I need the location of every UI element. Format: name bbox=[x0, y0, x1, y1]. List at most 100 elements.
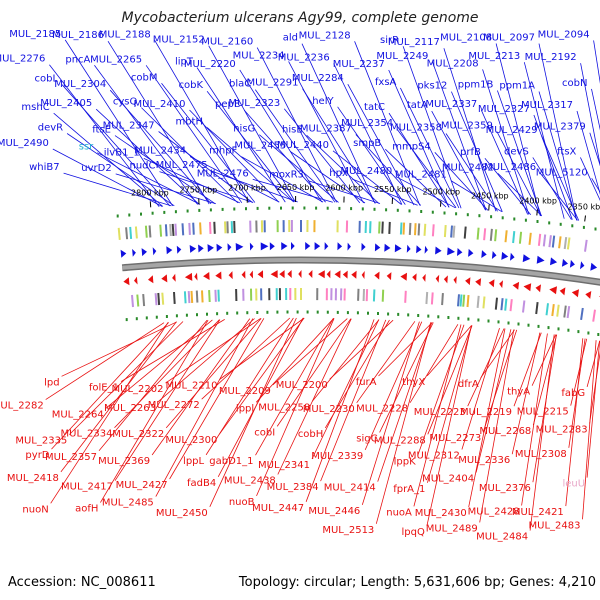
outer-marker bbox=[268, 206, 271, 210]
forward-feature-bar bbox=[563, 236, 568, 250]
scale-tick bbox=[488, 204, 490, 211]
outer-marker bbox=[431, 210, 434, 214]
inner-marker bbox=[577, 330, 580, 334]
forward-gene-arrow bbox=[447, 247, 455, 256]
inner-marker bbox=[125, 318, 128, 322]
outer-marker bbox=[280, 206, 282, 210]
reverse-feature-bar bbox=[482, 296, 486, 309]
inner-marker bbox=[507, 321, 510, 325]
forward-leader-line bbox=[206, 127, 294, 203]
reverse-feature-bar bbox=[430, 292, 434, 305]
scale-tick bbox=[584, 215, 586, 222]
inner-marker bbox=[437, 315, 440, 319]
inner-marker bbox=[417, 314, 420, 317]
outer-marker bbox=[466, 213, 469, 217]
reverse-leader-line bbox=[468, 328, 506, 507]
inner-marker bbox=[547, 326, 550, 330]
forward-gene-arrow bbox=[314, 242, 321, 251]
reverse-gene-label: MUL_2219 bbox=[460, 407, 512, 418]
reverse-gene-label: MUL_2418 bbox=[7, 473, 59, 484]
forward-feature-bar bbox=[494, 229, 498, 242]
reverse-gene-arrow bbox=[453, 276, 457, 284]
forward-leader-line bbox=[482, 69, 530, 215]
forward-gene-arrow bbox=[305, 242, 311, 250]
forward-feature-bar bbox=[489, 228, 493, 241]
reverse-leader-line bbox=[467, 328, 505, 407]
reverse-leader-line bbox=[356, 321, 416, 404]
forward-gene-label: whiB7 bbox=[29, 162, 60, 173]
reverse-leader-line bbox=[521, 333, 548, 506]
accession-text: Accession: NC_008611 bbox=[8, 575, 156, 590]
forward-gene-arrow bbox=[347, 242, 351, 251]
inner-marker bbox=[497, 320, 500, 324]
forward-leader-line bbox=[539, 172, 578, 221]
outer-marker bbox=[116, 214, 119, 218]
forward-leader-line bbox=[301, 43, 376, 204]
reverse-leader-line bbox=[379, 322, 434, 433]
outer-marker bbox=[490, 215, 493, 219]
reverse-gene-label: MUL_2273 bbox=[429, 433, 481, 444]
outer-marker bbox=[571, 224, 574, 228]
forward-leader-line bbox=[593, 40, 600, 84]
reverse-gene-label: MUL_2438 bbox=[224, 476, 276, 487]
scale-tick-label: 2450 kbp bbox=[471, 192, 509, 201]
forward-gene-label: MUL_2236 bbox=[278, 53, 330, 64]
forward-feature-bar bbox=[558, 236, 562, 249]
reverse-gene-label: MUL_2427 bbox=[116, 480, 168, 491]
reverse-gene-label: MUL_2258 bbox=[258, 402, 310, 413]
reverse-leader-line bbox=[329, 319, 394, 380]
forward-gene-label: prfB bbox=[460, 147, 481, 158]
forward-gene-arrow bbox=[361, 242, 366, 251]
reverse-gene-arrow bbox=[148, 275, 154, 284]
forward-gene-arrow bbox=[384, 243, 391, 252]
reverse-leader-line bbox=[45, 322, 165, 400]
reverse-feature-bar bbox=[161, 292, 165, 305]
reverse-gene-arrow bbox=[215, 271, 222, 280]
reverse-leader-line bbox=[361, 321, 420, 506]
outer-marker bbox=[350, 207, 353, 211]
outer-marker bbox=[326, 206, 329, 210]
forward-gene-label: MUL_2237 bbox=[333, 59, 385, 70]
reverse-leader-line bbox=[255, 318, 335, 403]
reverse-gene-label: MUL_2417 bbox=[61, 482, 113, 493]
reverse-leader-line bbox=[427, 325, 473, 483]
forward-feature-bar bbox=[402, 222, 406, 235]
reverse-gene-arrow bbox=[523, 283, 532, 292]
forward-gene-label: MUL_2276 bbox=[0, 54, 45, 65]
forward-gene-arrow bbox=[394, 244, 402, 253]
forward-feature-bar bbox=[443, 225, 447, 238]
forward-gene-arrow bbox=[207, 244, 214, 253]
genome-backbone bbox=[122, 258, 600, 285]
outer-marker bbox=[455, 212, 458, 216]
reverse-gene-label: cobH bbox=[298, 429, 323, 440]
reverse-leader-line bbox=[311, 319, 380, 460]
forward-leader-line bbox=[288, 61, 364, 204]
reverse-leader-line bbox=[565, 338, 584, 507]
reverse-gene-label: MUL_2322 bbox=[112, 429, 164, 440]
forward-feature-bar bbox=[171, 223, 175, 236]
forward-gene-label: MUL_2490 bbox=[0, 138, 49, 149]
forward-gene-arrow bbox=[536, 255, 545, 264]
forward-gene-label: MUL_2186 bbox=[52, 30, 104, 41]
reverse-gene-label: MUL_2230 bbox=[303, 404, 355, 415]
forward-feature-bar bbox=[551, 235, 556, 248]
forward-gene-label: MUL_2323 bbox=[228, 98, 280, 109]
reverse-gene-label: lppl bbox=[236, 403, 254, 414]
forward-gene-label: MUL_2291 bbox=[247, 78, 299, 89]
forward-leader-line bbox=[445, 133, 498, 212]
reverse-gene-label: pyrD bbox=[25, 450, 49, 461]
forward-feature-bar bbox=[512, 230, 516, 244]
reverse-gene-label: thyA bbox=[507, 387, 530, 398]
forward-feature-bar bbox=[584, 239, 588, 252]
inner-marker bbox=[517, 322, 520, 326]
inner-marker bbox=[397, 312, 400, 316]
reverse-gene-label: MUL_2384 bbox=[267, 482, 319, 493]
forward-leader-line bbox=[450, 180, 503, 213]
forward-gene-label: MUL_2347 bbox=[103, 121, 155, 132]
reverse-gene-label: MUL_2369 bbox=[98, 456, 150, 467]
inner-marker bbox=[226, 311, 229, 315]
reverse-gene-arrow bbox=[203, 272, 210, 280]
reverse-gene-label: MUL_2210 bbox=[166, 381, 218, 392]
reverse-gene-label: lppL bbox=[183, 456, 204, 467]
reverse-feature-bar bbox=[441, 293, 444, 306]
